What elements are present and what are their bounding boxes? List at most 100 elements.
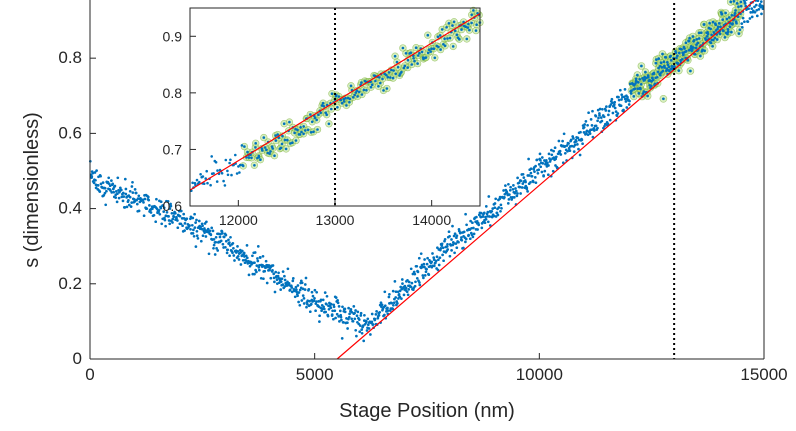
- data-point: [586, 133, 590, 137]
- data-point: [503, 195, 506, 199]
- data-point: [218, 235, 222, 239]
- data-point: [514, 189, 518, 193]
- data-point: [401, 46, 405, 50]
- data-point: [216, 169, 219, 172]
- data-point: [646, 75, 650, 79]
- data-point: [749, 11, 753, 14]
- data-point: [164, 224, 167, 228]
- data-point: [288, 120, 291, 124]
- data-point: [304, 276, 308, 280]
- y-tick-label: 0.9: [163, 28, 183, 44]
- data-point: [422, 276, 425, 280]
- data-point: [508, 193, 511, 196]
- data-point: [696, 41, 700, 45]
- data-point: [172, 215, 176, 219]
- data-point: [476, 228, 479, 231]
- data-point: [539, 158, 542, 162]
- data-point: [458, 37, 461, 41]
- data-point: [112, 190, 116, 194]
- data-point: [274, 139, 278, 142]
- data-point: [107, 176, 111, 180]
- data-point: [248, 264, 252, 268]
- data-point: [99, 182, 103, 186]
- x-tick-label: 5000: [296, 365, 334, 384]
- data-point: [335, 312, 339, 316]
- data-point: [529, 167, 533, 171]
- data-point: [758, 2, 762, 6]
- data-point: [737, 5, 740, 9]
- data-point: [203, 231, 206, 234]
- data-point: [318, 314, 321, 318]
- data-point: [102, 194, 106, 197]
- data-point: [167, 219, 171, 222]
- data-point: [550, 148, 553, 152]
- data-point: [750, 15, 754, 19]
- data-point: [105, 189, 108, 193]
- data-point: [623, 88, 627, 91]
- data-point: [235, 172, 239, 175]
- data-point: [542, 174, 545, 178]
- data-point: [533, 176, 537, 179]
- data-point: [319, 298, 323, 302]
- data-point: [439, 48, 442, 51]
- data-point: [379, 81, 382, 85]
- data-point: [398, 295, 402, 299]
- data-point: [432, 258, 436, 262]
- data-point: [644, 70, 647, 74]
- data-point: [282, 122, 286, 125]
- data-point: [294, 285, 298, 289]
- data-point: [486, 220, 490, 224]
- data-point: [447, 22, 451, 25]
- data-point: [110, 179, 113, 182]
- data-point: [390, 301, 394, 305]
- data-point: [349, 307, 353, 311]
- data-point: [598, 112, 601, 115]
- data-point: [380, 303, 384, 307]
- data-point: [460, 238, 464, 242]
- data-point: [724, 11, 727, 15]
- data-point: [208, 229, 212, 233]
- data-point: [286, 138, 289, 142]
- data-point: [580, 138, 584, 142]
- inset-y-ticks: 0.6 0.7 0.8 0.9: [163, 28, 196, 214]
- data-point: [413, 59, 416, 63]
- data-point: [377, 313, 381, 317]
- data-point: [130, 185, 134, 188]
- data-point: [698, 54, 702, 58]
- data-point: [450, 249, 453, 252]
- data-point: [279, 146, 283, 150]
- data-point: [706, 32, 710, 36]
- data-point: [419, 252, 423, 256]
- data-point: [638, 77, 642, 81]
- data-point: [240, 144, 244, 147]
- data-point: [667, 65, 671, 69]
- data-point: [699, 31, 703, 35]
- data-point: [185, 217, 189, 221]
- data-point: [451, 45, 455, 48]
- data-point: [165, 210, 169, 214]
- data-point: [169, 204, 173, 208]
- data-point: [259, 276, 263, 280]
- data-point: [271, 264, 275, 267]
- data-point: [470, 13, 474, 17]
- data-point: [336, 106, 339, 109]
- data-point: [602, 115, 606, 119]
- data-point: [228, 161, 231, 165]
- data-point: [453, 29, 457, 32]
- data-point: [714, 23, 718, 27]
- data-point: [547, 152, 551, 156]
- data-point: [243, 145, 246, 148]
- data-point: [306, 128, 310, 132]
- data-point: [748, 17, 752, 20]
- data-point: [608, 118, 612, 122]
- data-point: [628, 99, 631, 103]
- data-point: [730, 30, 733, 34]
- data-point: [405, 290, 409, 294]
- data-point: [313, 116, 317, 120]
- data-point: [367, 327, 371, 330]
- data-point: [155, 197, 158, 201]
- data-point: [446, 248, 450, 251]
- data-point: [504, 184, 507, 187]
- data-point: [199, 225, 202, 229]
- data-point: [409, 51, 413, 54]
